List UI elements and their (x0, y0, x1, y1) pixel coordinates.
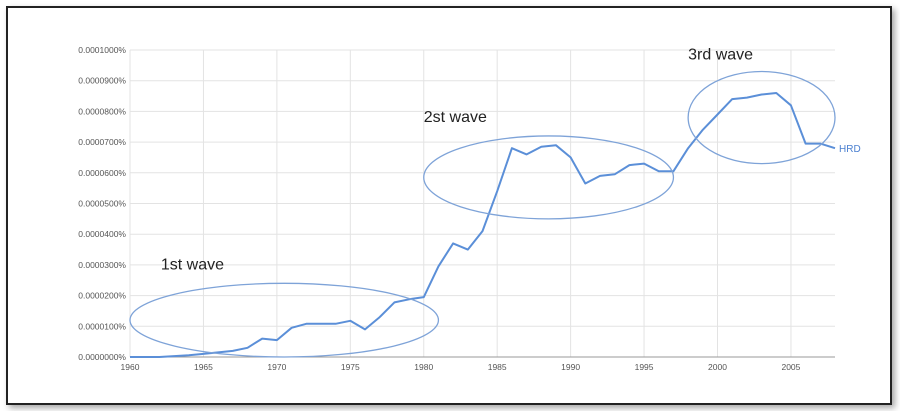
wave-label: 2st wave (424, 109, 487, 126)
series-line-hrd (130, 92, 836, 358)
y-tick-label: 0.0000700% (78, 137, 126, 147)
y-tick-label: 0.0000900% (78, 76, 126, 86)
wave-ellipse (423, 135, 675, 220)
y-tick-label: 0.0000400% (78, 229, 126, 239)
chart-grid (129, 49, 835, 358)
x-tick-label: 1990 (561, 362, 580, 372)
x-tick-label: 1985 (488, 362, 507, 372)
y-tick-label: 0.0001000% (78, 45, 126, 55)
wave-label: 1st wave (161, 256, 224, 273)
x-tick-label: 2005 (781, 362, 800, 372)
series-layer: HRD (130, 92, 861, 358)
x-tick-label: 1975 (341, 362, 360, 372)
y-axis-ticks: 0.0000000% 0.0000100% 0.0000200% 0.0000300%… (78, 45, 126, 362)
x-tick-label: 1960 (121, 362, 140, 372)
y-tick-label: 0.0000800% (78, 106, 126, 116)
wave-annotations: 1st wave 2st wave 3rd wave (129, 46, 836, 358)
y-tick-label: 0.0000500% (78, 199, 126, 209)
x-tick-label: 1965 (194, 362, 213, 372)
y-tick-label: 0.0000600% (78, 168, 126, 178)
y-tick-label: 0.0000000% (78, 352, 126, 362)
series-label: HRD (839, 144, 861, 155)
wave-label: 3rd wave (688, 46, 753, 63)
x-tick-label: 1980 (414, 362, 433, 372)
wave-ellipse (687, 70, 836, 165)
y-tick-label: 0.0000300% (78, 260, 126, 270)
y-tick-label: 0.0000100% (78, 321, 126, 331)
wave-ellipse (129, 282, 440, 358)
y-tick-label: 0.0000200% (78, 291, 126, 301)
x-tick-label: 1970 (267, 362, 286, 372)
x-tick-label: 2000 (708, 362, 727, 372)
x-axis-ticks: 1960 1965 1970 1975 1980 1985 1990 1995 2000 2005 (121, 362, 801, 372)
x-tick-label: 1995 (635, 362, 654, 372)
